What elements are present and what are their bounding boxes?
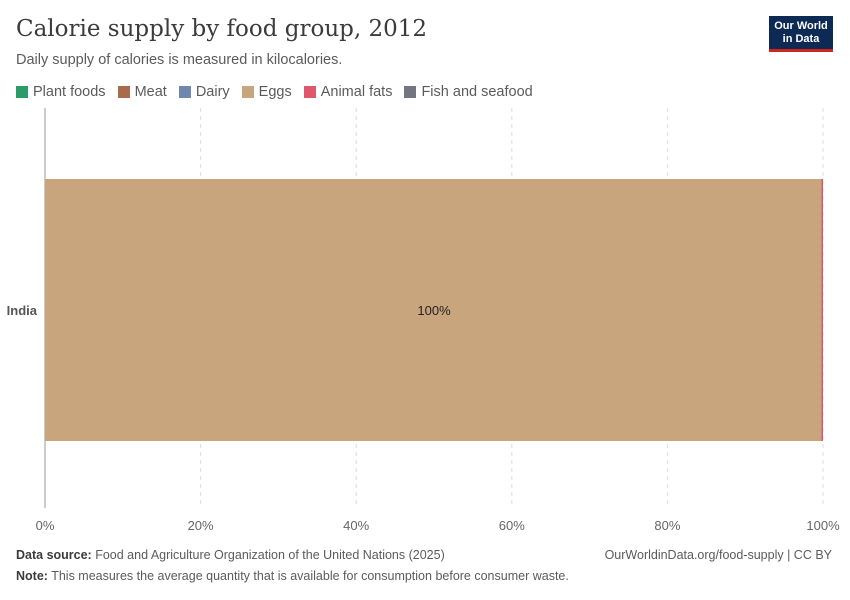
footer-note: Note: This measures the average quantity…	[16, 569, 569, 583]
legend-label: Dairy	[195, 84, 230, 100]
legend-item[interactable]: Eggs	[241, 84, 292, 100]
legend-swatch	[241, 86, 254, 98]
x-tick-label: 40%	[343, 518, 369, 533]
source-note: Data source: Food and Agriculture Organi…	[16, 548, 445, 562]
owid-logo[interactable]: Our World in Data	[769, 16, 833, 52]
source-text: Food and Agriculture Organization of the…	[95, 548, 445, 562]
legend-swatch	[404, 86, 417, 98]
legend-label: Fish and seafood	[421, 84, 533, 100]
chart-title: Calorie supply by food group, 2012	[16, 16, 428, 42]
x-tick-label: 80%	[654, 518, 680, 533]
source-url[interactable]: OurWorldinData.org/food-supply | CC BY	[604, 548, 832, 562]
legend-item[interactable]: Dairy	[178, 84, 230, 100]
x-tick-label: 20%	[188, 518, 214, 533]
note-text: This measures the average quantity that …	[51, 569, 569, 583]
legend-item[interactable]: Fish and seafood	[404, 84, 533, 100]
legend-item[interactable]: Animal fats	[303, 84, 393, 100]
category-label: India	[7, 303, 38, 318]
legend: Plant foods Meat Dairy Eggs Animal fats Fish …	[16, 84, 533, 100]
source-label: Data source:	[16, 548, 92, 562]
note-label: Note:	[16, 569, 48, 583]
bar-segment	[821, 179, 823, 441]
legend-swatch	[303, 86, 316, 98]
legend-label: Animal fats	[320, 84, 393, 100]
bar-segment	[45, 179, 822, 441]
legend-item[interactable]: Meat	[117, 84, 167, 100]
legend-label: Plant foods	[33, 84, 106, 100]
x-tick-label: 0%	[36, 518, 55, 533]
legend-swatch	[117, 86, 130, 98]
x-tick-label: 100%	[806, 518, 840, 533]
legend-swatch	[16, 86, 28, 98]
legend-label: Meat	[134, 84, 167, 100]
legend-label: Eggs	[258, 84, 292, 100]
legend-item[interactable]: Plant foods	[16, 84, 106, 100]
data-label: 100%	[417, 303, 451, 318]
x-tick-label: 60%	[499, 518, 525, 533]
chart-subtitle: Daily supply of calories is measured in …	[16, 52, 343, 68]
legend-swatch	[178, 86, 191, 98]
